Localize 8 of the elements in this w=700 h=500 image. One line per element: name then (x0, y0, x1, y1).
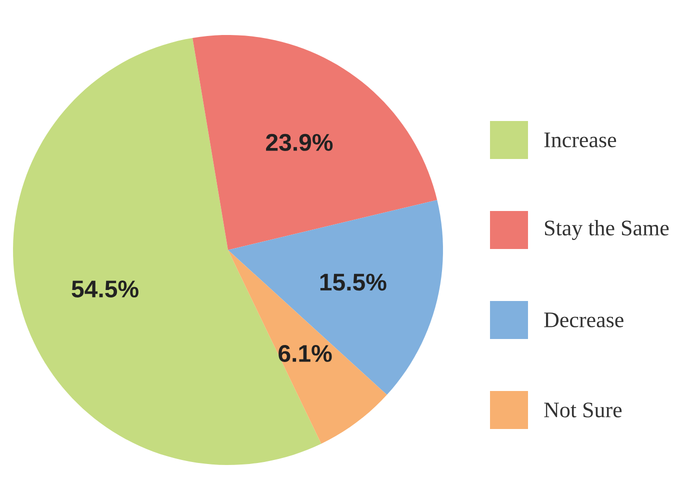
legend-label: Not Sure (544, 402, 622, 418)
legend-label: Stay the Same (545, 220, 669, 240)
data-label: 54.5% (72, 280, 138, 298)
legend-label: Decrease (544, 312, 624, 328)
data-label: 23.9% (266, 134, 333, 151)
legend-label: Increase (544, 132, 616, 148)
data-label: 15.5% (320, 274, 386, 291)
data-label: 6.1% (278, 344, 332, 362)
